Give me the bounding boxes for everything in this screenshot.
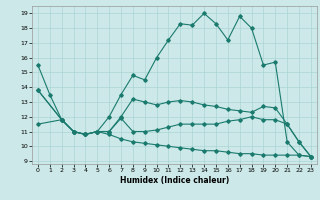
X-axis label: Humidex (Indice chaleur): Humidex (Indice chaleur) [120,176,229,185]
